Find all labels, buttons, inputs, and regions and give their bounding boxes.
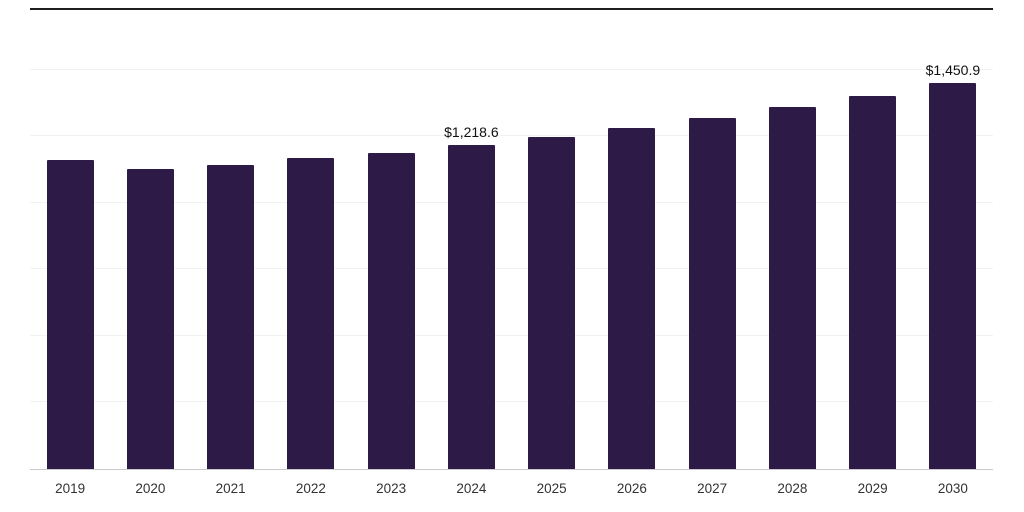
bar-group-2026 <box>592 10 672 469</box>
bar-group-2024: $1,218.6 <box>431 10 511 469</box>
value-label-2030: $1,450.9 <box>925 61 981 78</box>
bar-2027 <box>688 118 736 469</box>
bar-group-2022 <box>271 10 351 469</box>
bar-group-2025 <box>512 10 592 469</box>
gridline <box>30 135 993 137</box>
bar-2026 <box>608 127 656 469</box>
x-tick-2020: 2020 <box>135 481 166 496</box>
gridline <box>30 68 993 70</box>
bar-2020 <box>126 168 174 469</box>
bar-group-2021 <box>191 10 271 469</box>
gridline <box>30 401 993 403</box>
x-tick-2019: 2019 <box>55 481 86 496</box>
bars-row: $1,218.6 $1,450.9 <box>30 10 993 469</box>
x-tick-2030: 2030 <box>937 481 968 496</box>
value-label-2024: $1,218.6 <box>444 123 499 140</box>
bar-2024 <box>447 144 495 469</box>
bar-group-2020 <box>110 10 190 469</box>
bar-group-2019 <box>30 10 110 469</box>
bar-group-2028 <box>752 10 832 469</box>
x-tick-2027: 2027 <box>697 481 728 496</box>
bar-2025 <box>528 136 576 469</box>
x-tick-2026: 2026 <box>616 481 647 496</box>
bar-group-2030: $1,450.9 <box>913 10 993 469</box>
x-tick-2029: 2029 <box>857 481 888 496</box>
bar-2028 <box>768 107 816 469</box>
x-tick-2024: 2024 <box>456 481 487 496</box>
x-tick-2021: 2021 <box>215 481 246 496</box>
gridline <box>30 268 993 270</box>
x-tick-2022: 2022 <box>295 481 326 496</box>
bar-2021 <box>207 164 255 469</box>
bar-2023 <box>367 152 415 469</box>
bar-2030 <box>929 82 977 469</box>
x-tick-2025: 2025 <box>536 481 567 496</box>
bar-2019 <box>46 159 94 469</box>
x-tick-2023: 2023 <box>376 481 407 496</box>
x-axis-labels: 2019 2020 2021 2022 2023 2024 2025 2026 2027 2028… <box>30 478 993 500</box>
bar-group-2029 <box>833 10 913 469</box>
bar-group-2023 <box>351 10 431 469</box>
gridline <box>30 201 993 203</box>
plot-area: $1,218.6 $1,450.9 <box>30 8 993 470</box>
x-tick-2028: 2028 <box>777 481 808 496</box>
bar-group-2027 <box>672 10 752 469</box>
bar-2022 <box>287 158 335 469</box>
gridline <box>30 334 993 336</box>
bar-2029 <box>849 95 897 469</box>
